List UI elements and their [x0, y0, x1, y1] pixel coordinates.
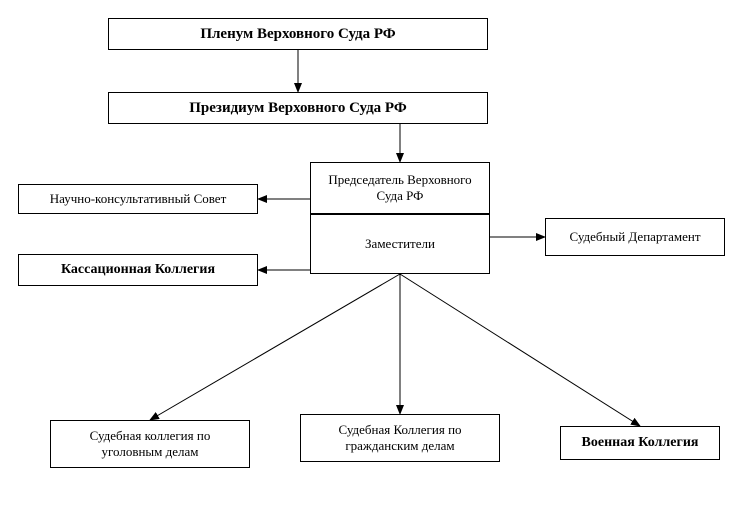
node-council: Научно-консультативный Совет — [18, 184, 258, 214]
node-criminal-label: Судебная коллегия по уголовным делам — [59, 428, 241, 459]
node-department: Судебный Департамент — [545, 218, 725, 256]
edge-deputies-military — [400, 274, 640, 426]
node-plenum-label: Пленум Верховного Суда РФ — [200, 25, 395, 43]
node-criminal: Судебная коллегия по уголовным делам — [50, 420, 250, 468]
node-deputies-label: Заместители — [365, 236, 435, 252]
node-civil: Судебная Коллегия по гражданским делам — [300, 414, 500, 462]
node-presidium: Президиум Верховного Суда РФ — [108, 92, 488, 124]
edge-deputies-criminal — [150, 274, 400, 420]
node-chairman: Председатель Верховного Суда РФ — [310, 162, 490, 214]
node-military-label: Военная Коллегия — [582, 435, 699, 452]
node-chairman-label: Председатель Верховного Суда РФ — [319, 172, 481, 203]
node-cassation-label: Кассационная Коллегия — [61, 262, 215, 279]
node-deputies: Заместители — [310, 214, 490, 274]
node-cassation: Кассационная Коллегия — [18, 254, 258, 286]
node-military: Военная Коллегия — [560, 426, 720, 460]
node-council-label: Научно-консультативный Совет — [50, 191, 227, 207]
node-plenum: Пленум Верховного Суда РФ — [108, 18, 488, 50]
node-presidium-label: Президиум Верховного Суда РФ — [189, 99, 406, 117]
node-civil-label: Судебная Коллегия по гражданским делам — [309, 422, 491, 453]
node-department-label: Судебный Департамент — [569, 229, 700, 245]
